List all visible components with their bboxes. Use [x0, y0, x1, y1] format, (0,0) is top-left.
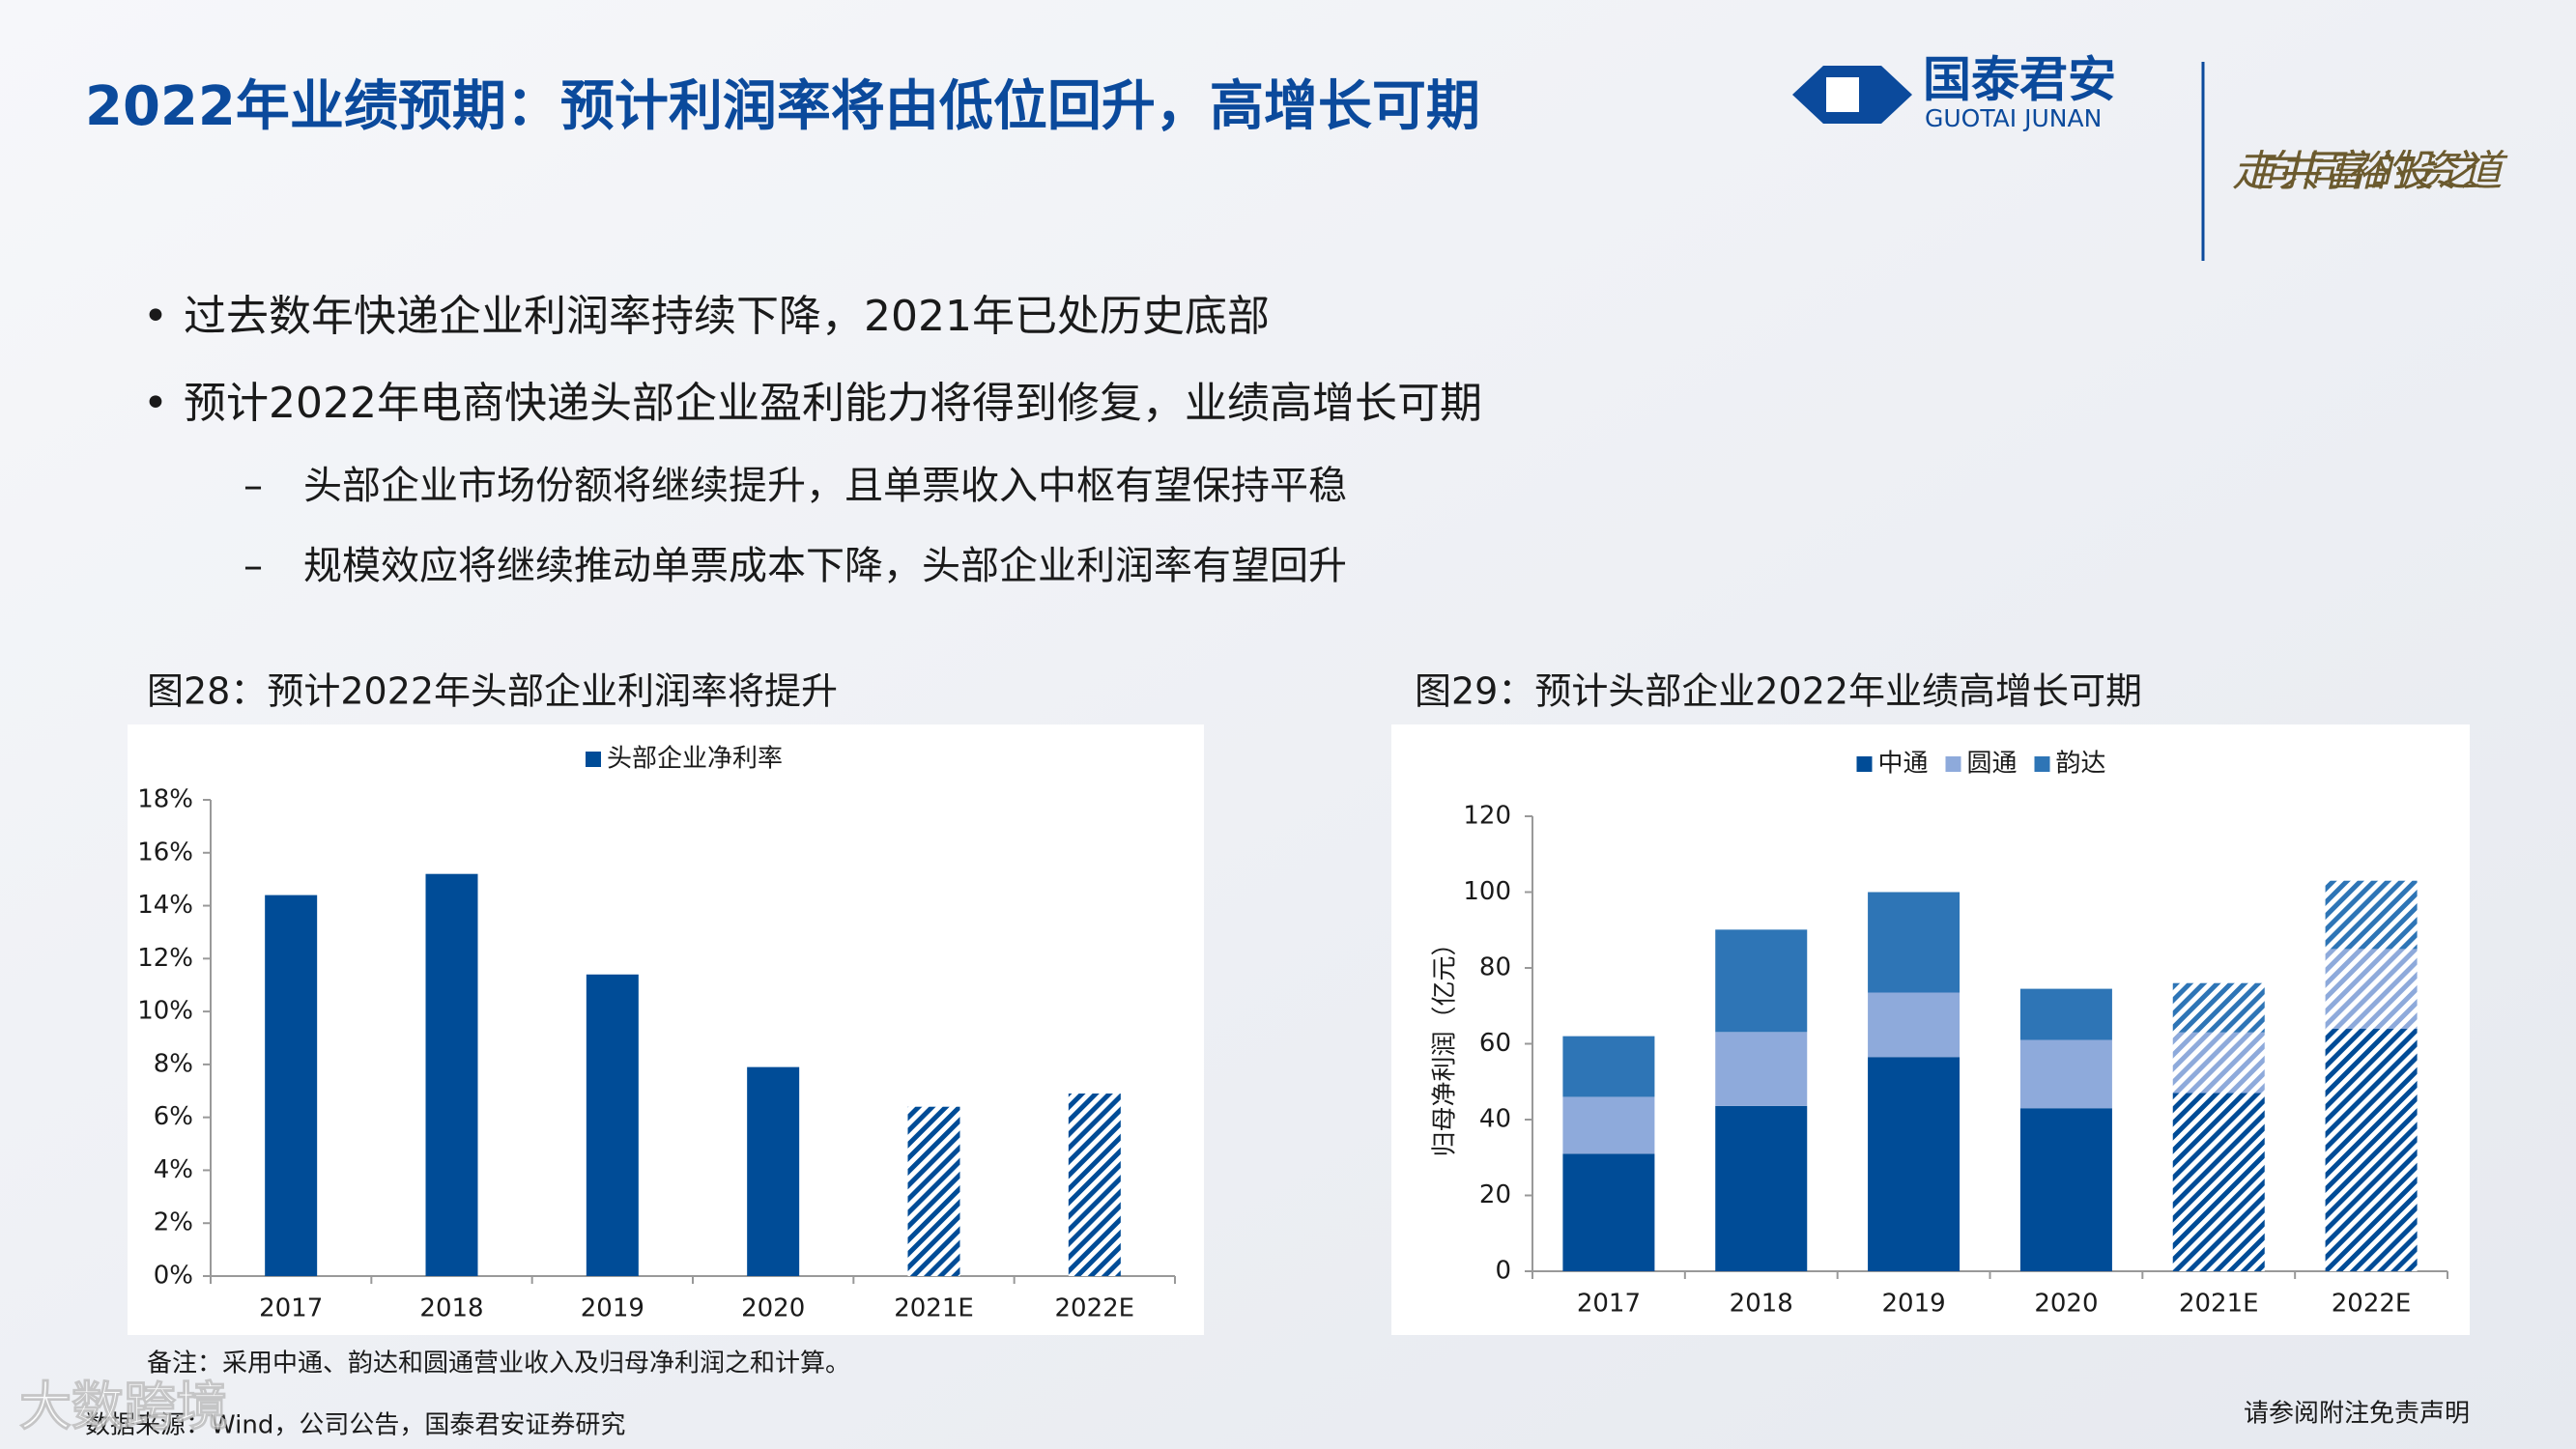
- figure-title: 图28：预计2022年头部企业利润率将提升: [147, 670, 838, 713]
- x-tick-label: 2022E: [2332, 1290, 2412, 1319]
- title: 2022年业绩预期：预计利润率将由低位回升，高增长可期: [85, 75, 1480, 138]
- bar: [2172, 1093, 2265, 1271]
- bar: [2325, 1028, 2418, 1271]
- bar: [1715, 1105, 1808, 1271]
- y-tick-label: 60: [1479, 1029, 1511, 1058]
- sub-bullet: 头部企业市场份额将继续提升，且单票收入中枢有望保持平稳: [303, 464, 1347, 508]
- bar: [1868, 892, 1961, 993]
- bar: [1868, 1057, 1961, 1271]
- bar: [2172, 982, 2265, 1033]
- bar: [747, 1066, 800, 1276]
- bar: [586, 974, 639, 1276]
- x-tick-label: 2022E: [1055, 1294, 1135, 1323]
- y-tick-label: 10%: [137, 997, 193, 1026]
- slogan: 走向共同富裕的投资之道: [2232, 147, 2508, 196]
- bar: [1868, 992, 1961, 1058]
- legend-swatch: [586, 752, 601, 767]
- legend-label: 韵达: [2056, 750, 2106, 779]
- bullet-dot: •: [143, 379, 168, 428]
- sub-bullet-dash: –: [243, 464, 263, 508]
- y-tick-label: 0%: [154, 1262, 193, 1291]
- logo: 国泰君安 GUOTAI JUNAN 走向共同富裕的投资之道: [1792, 52, 2508, 261]
- y-tick-label: 18%: [137, 785, 193, 814]
- x-tick-label: 2018: [1730, 1290, 1793, 1319]
- bar: [2019, 1039, 2112, 1109]
- bar: [265, 895, 318, 1276]
- y-tick-label: 0: [1495, 1257, 1511, 1286]
- y-tick-label: 12%: [137, 944, 193, 973]
- bar: [425, 873, 478, 1276]
- x-tick-label: 2020: [2034, 1290, 2098, 1319]
- y-tick-label: 4%: [154, 1155, 193, 1184]
- legend-swatch: [1856, 756, 1873, 772]
- x-tick-label: 2021E: [2179, 1290, 2259, 1319]
- legend-swatch: [1945, 756, 1961, 772]
- bar: [2325, 949, 2418, 1029]
- figure-title: 图29：预计头部企业2022年业绩高增长可期: [1415, 670, 2142, 713]
- bar: [1562, 1036, 1655, 1097]
- bullet: 预计2022年电商快递头部企业盈利能力将得到修复，业绩高增长可期: [184, 379, 1482, 428]
- sub-bullet-dash: –: [243, 544, 263, 588]
- x-tick-label: 2019: [1881, 1290, 1945, 1319]
- x-tick-label: 2018: [419, 1294, 483, 1323]
- bar: [907, 1106, 960, 1276]
- bar: [2325, 880, 2418, 950]
- y-tick-label: 80: [1479, 953, 1511, 982]
- source: 数据来源：Wind，公司公告，国泰君安证券研究: [85, 1411, 625, 1440]
- x-tick-label: 2021E: [894, 1294, 974, 1323]
- x-tick-label: 2017: [259, 1294, 323, 1323]
- bar: [2019, 988, 2112, 1040]
- sub-bullet: 规模效应将继续推动单票成本下降，头部企业利润率有望回升: [303, 544, 1347, 588]
- logo-name: 国泰君安: [1923, 52, 2116, 108]
- y-tick-label: 8%: [154, 1049, 193, 1078]
- y-tick-label: 6%: [154, 1102, 193, 1131]
- legend-label: 圆通: [1967, 750, 2018, 779]
- x-tick-label: 2019: [581, 1294, 644, 1323]
- bar: [1068, 1094, 1121, 1276]
- bar: [1715, 1032, 1808, 1106]
- y-tick-label: 120: [1463, 802, 1511, 831]
- logo-mark-inner: [1826, 77, 1859, 112]
- y-axis-label: 归母净利润（亿元）: [1431, 930, 1460, 1156]
- bar: [1562, 1153, 1655, 1271]
- y-tick-label: 20: [1479, 1180, 1511, 1209]
- legend-swatch: [2034, 756, 2050, 772]
- bar: [2172, 1032, 2265, 1094]
- disclaimer: 请参阅附注免责声明: [2244, 1400, 2470, 1429]
- y-tick-label: 40: [1479, 1105, 1511, 1134]
- bar: [1715, 929, 1808, 1033]
- bar: [1562, 1096, 1655, 1154]
- note: 备注：采用中通、韵达和圆通营业收入及归母净利润之和计算。: [147, 1350, 850, 1378]
- y-tick-label: 2%: [154, 1208, 193, 1237]
- x-tick-label: 2017: [1577, 1290, 1641, 1319]
- bullet: 过去数年快递企业利润率持续下降，2021年已处历史底部: [184, 292, 1270, 341]
- legend-label: 头部企业净利率: [607, 745, 783, 774]
- legend-label: 中通: [1878, 750, 1929, 779]
- bullet-dot: •: [143, 292, 168, 341]
- x-tick-label: 2020: [741, 1294, 805, 1323]
- y-tick-label: 16%: [137, 838, 193, 867]
- watermark: 大数跨境: [19, 1377, 228, 1437]
- logo-en: GUOTAI JUNAN: [1925, 104, 2102, 132]
- y-tick-label: 100: [1463, 877, 1511, 906]
- bar: [2019, 1108, 2112, 1271]
- y-tick-label: 14%: [137, 891, 193, 920]
